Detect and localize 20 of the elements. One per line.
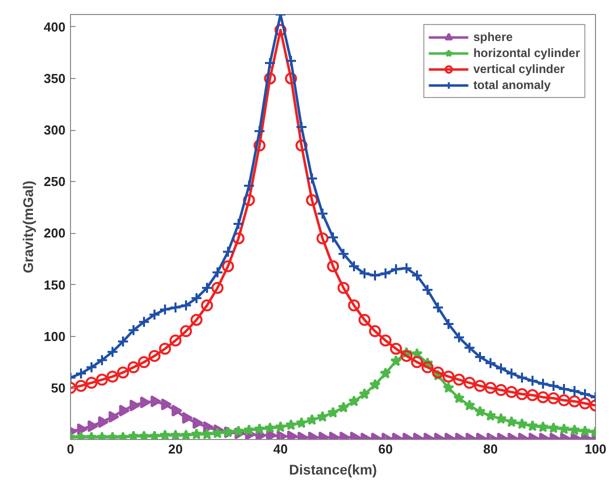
x-tick-label: 60 bbox=[378, 442, 393, 456]
x-tick-label: 0 bbox=[66, 442, 74, 456]
y-axis-title: Gravity(mGal) bbox=[20, 180, 36, 274]
y-tick-label: 400 bbox=[44, 19, 66, 34]
y-tick-label: 250 bbox=[44, 174, 66, 190]
legend-label: horizontal cylinder bbox=[473, 45, 580, 61]
y-tick-label: 350 bbox=[44, 70, 66, 86]
x-tick-label: 40 bbox=[273, 442, 288, 456]
x-tick-label: 100 bbox=[584, 442, 606, 456]
x-tick-label: 80 bbox=[483, 442, 498, 456]
y-tick-label: 50 bbox=[51, 380, 66, 396]
y-tick-label: 300 bbox=[44, 122, 66, 138]
y-tick-label: 200 bbox=[44, 226, 66, 241]
legend-label: vertical cylinder bbox=[473, 61, 565, 77]
y-tick-label: 100 bbox=[44, 328, 66, 344]
legend-label: sphere bbox=[473, 29, 513, 45]
x-axis-title: Distance(km) bbox=[289, 462, 377, 478]
y-tick-label: 150 bbox=[44, 277, 66, 292]
x-tick-label: 20 bbox=[168, 442, 183, 456]
legend-label: total anomaly bbox=[473, 77, 551, 93]
